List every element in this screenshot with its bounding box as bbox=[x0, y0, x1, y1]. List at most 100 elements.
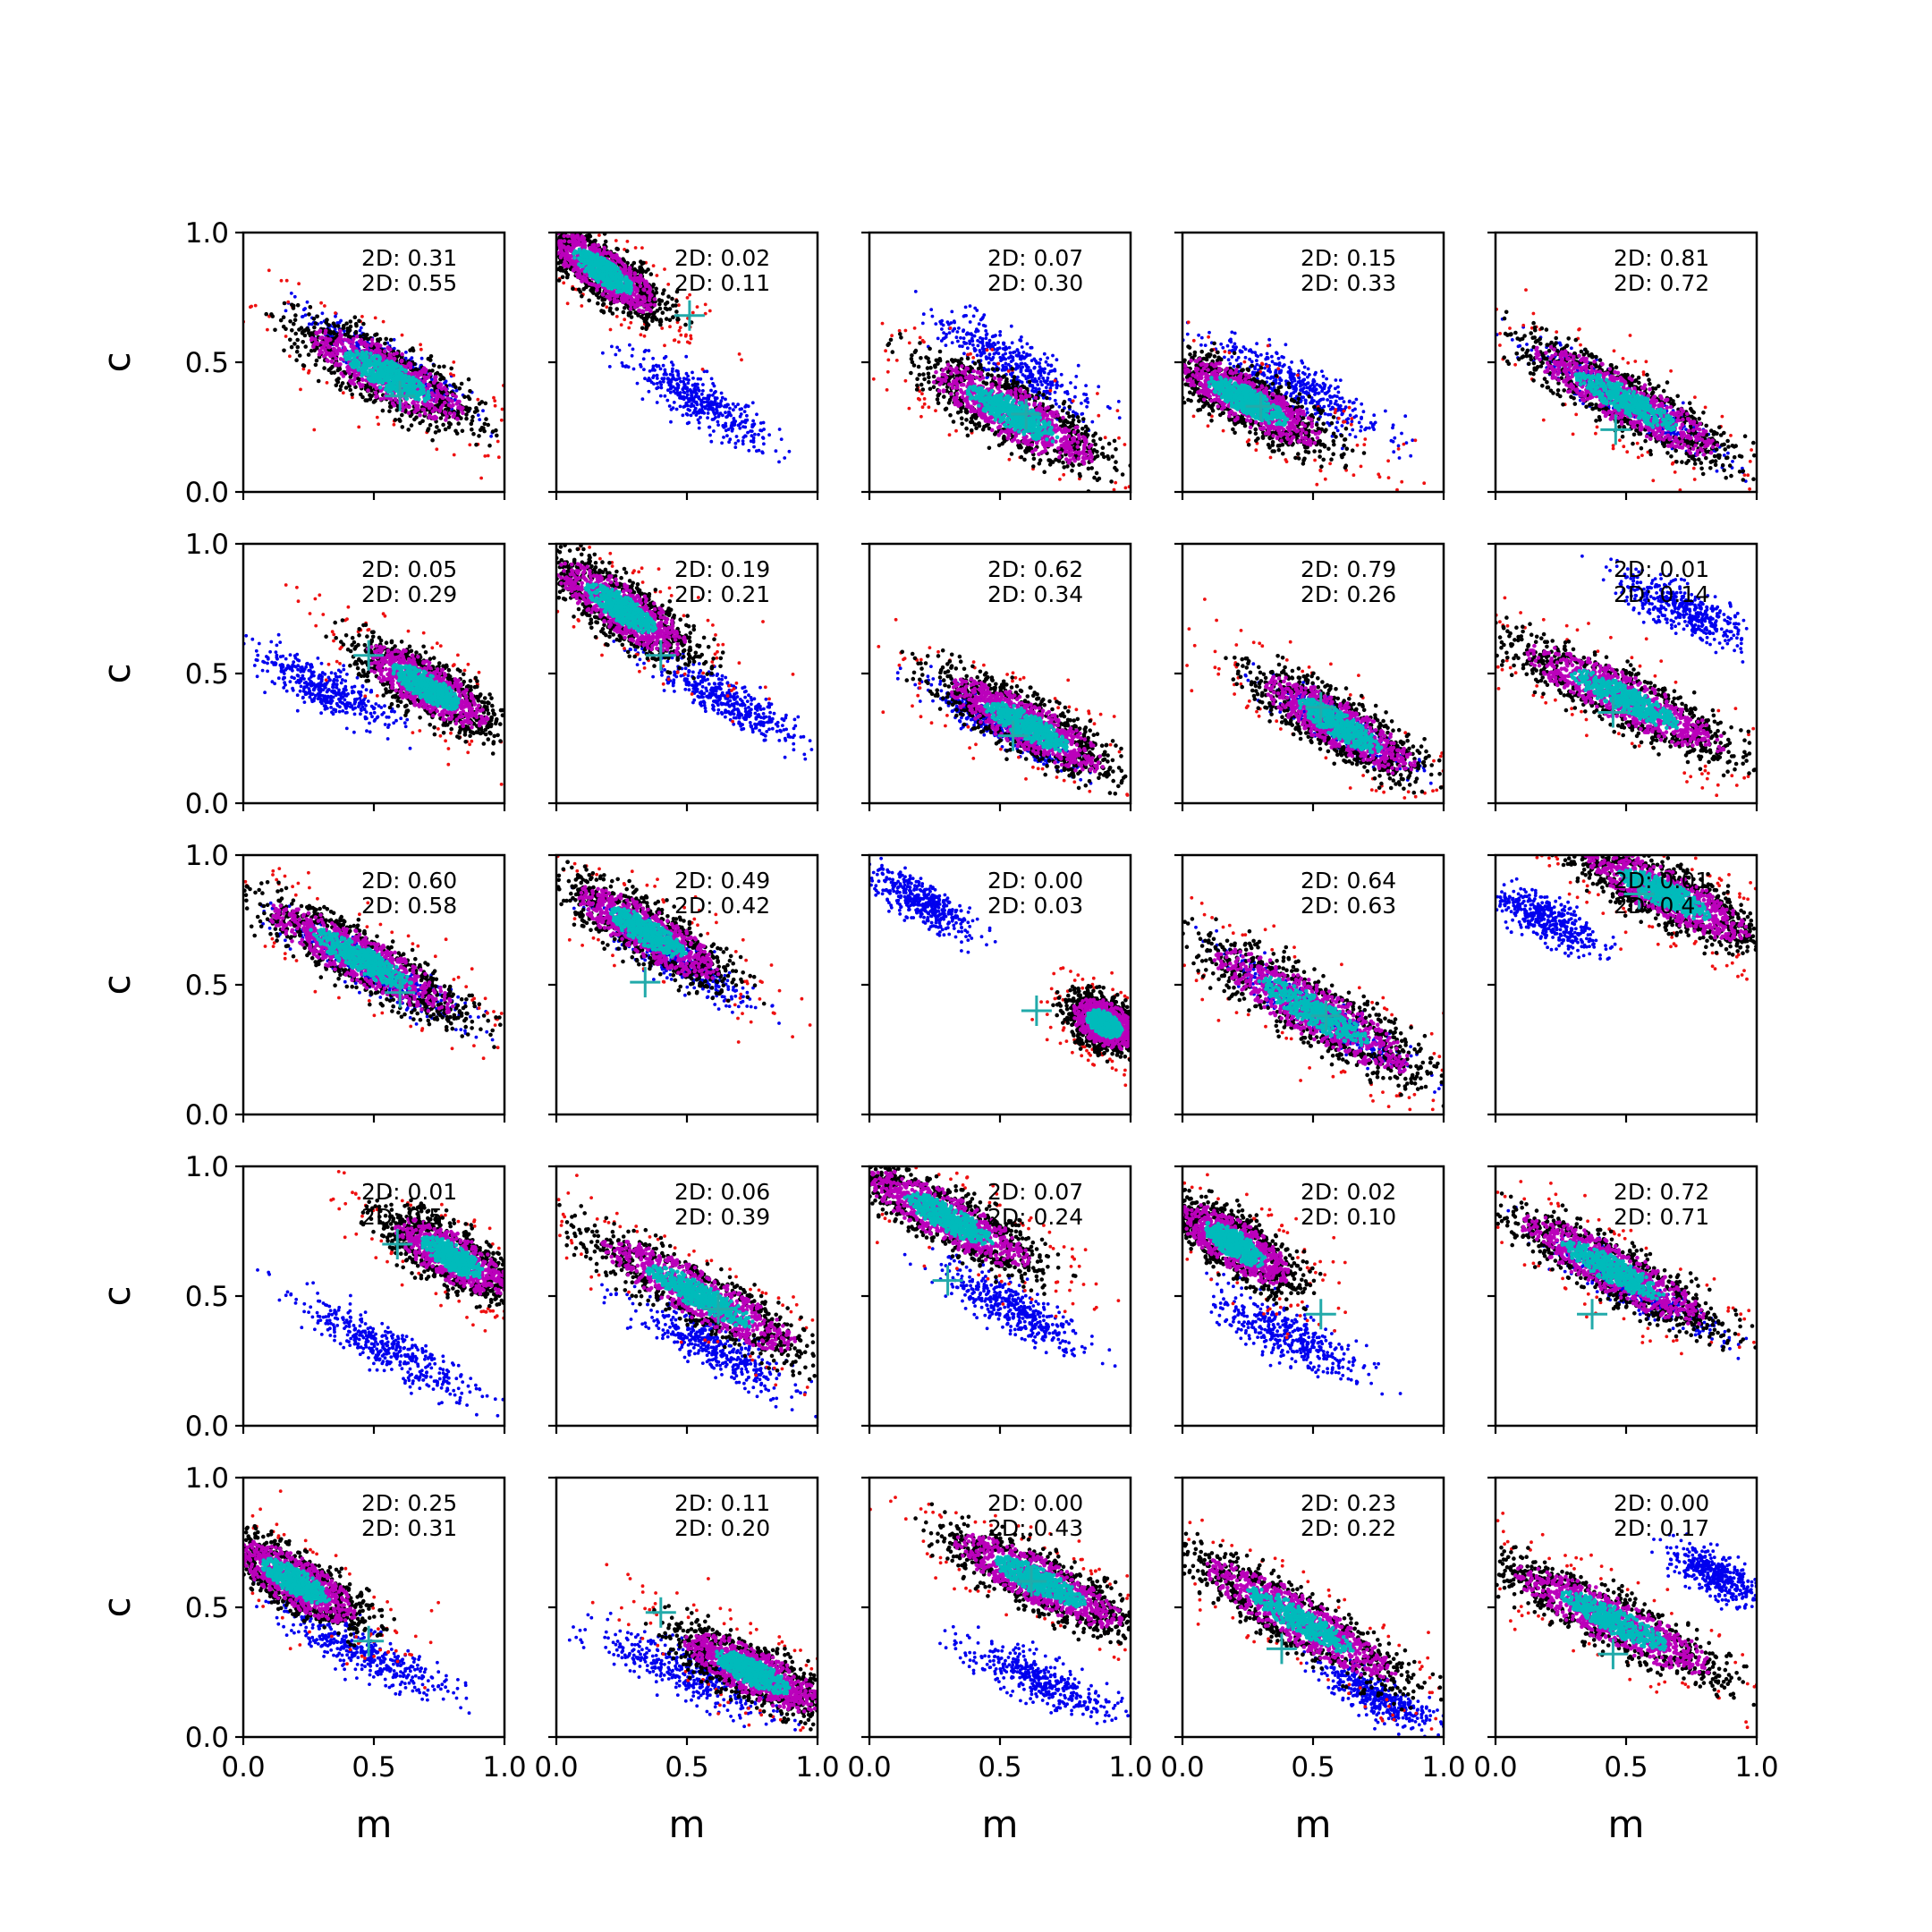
reference-point bbox=[939, 339, 944, 343]
sample-point bbox=[1065, 464, 1070, 469]
inner-point bbox=[374, 342, 378, 347]
reference-point bbox=[728, 406, 732, 411]
inner-point bbox=[617, 259, 622, 264]
inner-point bbox=[635, 299, 640, 304]
reference-point bbox=[642, 368, 646, 371]
reference-point bbox=[661, 379, 665, 384]
inner-point bbox=[382, 349, 387, 354]
reference-point bbox=[751, 424, 756, 428]
reference-point bbox=[1030, 359, 1034, 362]
core-point bbox=[416, 394, 420, 399]
inner-point bbox=[393, 397, 398, 402]
reference-point bbox=[743, 419, 748, 422]
reference-point bbox=[718, 411, 723, 415]
inner-point bbox=[581, 278, 587, 283]
reference-point bbox=[682, 404, 687, 408]
outlier-point bbox=[312, 428, 317, 432]
reference-point bbox=[962, 352, 966, 356]
reference-point bbox=[984, 355, 988, 360]
reference-point bbox=[686, 408, 691, 411]
reference-point bbox=[669, 386, 674, 390]
sample-point bbox=[464, 412, 469, 417]
reference-point bbox=[736, 423, 741, 428]
reference-point bbox=[655, 401, 659, 404]
sample-point bbox=[428, 358, 433, 362]
reference-point bbox=[950, 341, 954, 344]
core-point bbox=[418, 381, 423, 386]
reference-point bbox=[692, 387, 697, 391]
reference-point bbox=[614, 352, 618, 357]
reference-point bbox=[1010, 341, 1014, 345]
points bbox=[871, 290, 1131, 492]
reference-point bbox=[649, 380, 654, 385]
reference-point bbox=[670, 360, 674, 364]
reference-point bbox=[703, 405, 707, 409]
inner-point bbox=[571, 233, 575, 237]
core-point bbox=[354, 349, 359, 354]
reference-point bbox=[643, 377, 647, 381]
reference-point bbox=[665, 398, 670, 402]
y-tick-label: 0.5 bbox=[185, 347, 229, 379]
reference-point bbox=[1021, 351, 1026, 354]
sample-point bbox=[633, 310, 638, 315]
sample-point bbox=[1067, 414, 1072, 419]
outlier-point bbox=[279, 278, 284, 283]
inner-point bbox=[315, 342, 320, 347]
reference-point bbox=[1038, 379, 1043, 384]
reference-point bbox=[744, 403, 749, 408]
core-point bbox=[623, 280, 629, 285]
core-point bbox=[409, 390, 413, 394]
sample-point bbox=[284, 326, 288, 332]
inner-point bbox=[445, 414, 449, 419]
core-point bbox=[422, 396, 428, 402]
sample-point bbox=[430, 437, 435, 443]
reference-point bbox=[758, 421, 763, 425]
marker-plus bbox=[385, 380, 416, 411]
outlier-point bbox=[660, 326, 665, 330]
sample-point bbox=[316, 378, 321, 384]
reference-point bbox=[1024, 369, 1029, 373]
reference-point bbox=[697, 426, 701, 430]
inner-point bbox=[581, 236, 587, 241]
reference-point bbox=[711, 394, 715, 397]
reference-point bbox=[1020, 345, 1024, 349]
reference-point bbox=[976, 343, 980, 348]
sample-point bbox=[642, 318, 648, 324]
reference-point bbox=[1011, 370, 1014, 375]
reference-point bbox=[1032, 366, 1037, 370]
outlier-point bbox=[912, 326, 917, 330]
sample-point bbox=[388, 404, 393, 410]
reference-point bbox=[667, 404, 672, 408]
outlier-point bbox=[1123, 443, 1127, 446]
sample-point bbox=[674, 309, 679, 314]
reference-point bbox=[732, 417, 736, 420]
sample-point bbox=[593, 238, 597, 243]
reference-point bbox=[761, 420, 766, 425]
reference-point bbox=[701, 389, 705, 393]
reference-point bbox=[706, 416, 709, 419]
sample-point bbox=[909, 356, 914, 361]
reference-point bbox=[1047, 396, 1052, 401]
outlier-point bbox=[666, 283, 671, 286]
sample-point bbox=[436, 428, 442, 433]
inner-point bbox=[374, 386, 379, 391]
sample-point bbox=[654, 286, 658, 292]
outlier-point bbox=[1062, 472, 1066, 477]
sample-point bbox=[398, 419, 402, 423]
outlier-point bbox=[249, 305, 252, 309]
y-axis-label: c bbox=[95, 352, 139, 372]
sample-point bbox=[651, 282, 656, 287]
sample-point bbox=[1062, 465, 1066, 470]
stat-label-2: 2D: 0.55 bbox=[361, 270, 457, 296]
core-point bbox=[374, 375, 378, 380]
outlier-point bbox=[486, 453, 490, 458]
inner-point bbox=[430, 409, 436, 414]
sample-point bbox=[671, 303, 675, 309]
outlier-point bbox=[907, 406, 911, 411]
core-point bbox=[629, 288, 633, 293]
reference-point bbox=[694, 413, 699, 417]
sample-point bbox=[1080, 427, 1085, 431]
inner-point bbox=[339, 348, 344, 353]
inner-point bbox=[439, 386, 445, 392]
